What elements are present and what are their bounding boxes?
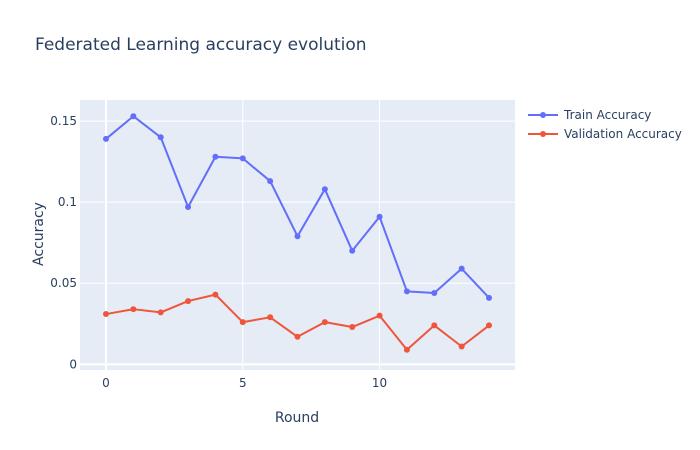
y-tick-label: 0.15 — [50, 114, 77, 128]
data-point[interactable] — [431, 289, 438, 296]
data-point[interactable] — [458, 343, 465, 350]
legend-item-train-accuracy[interactable]: Train Accuracy — [528, 108, 651, 122]
data-point[interactable] — [294, 333, 301, 340]
x-tick-label: 0 — [102, 376, 110, 390]
data-point[interactable] — [403, 288, 410, 295]
x-tick-label: 10 — [372, 376, 387, 390]
legend-swatch-marker — [540, 131, 546, 137]
data-point[interactable] — [321, 319, 328, 326]
legend[interactable]: Train Accuracy Validation Accuracy — [528, 108, 682, 141]
y-tick-label: 0 — [69, 357, 77, 371]
data-point[interactable] — [185, 204, 192, 211]
series-train-accuracy — [102, 113, 493, 301]
data-point[interactable] — [349, 324, 356, 331]
y-tick-label: 0.05 — [50, 276, 77, 290]
data-point[interactable] — [376, 213, 383, 220]
data-point[interactable] — [349, 247, 356, 254]
data-point[interactable] — [157, 134, 164, 141]
data-point[interactable] — [486, 322, 493, 329]
data-point[interactable] — [102, 135, 109, 142]
legend-label: Validation Accuracy — [564, 127, 682, 141]
data-point[interactable] — [130, 306, 137, 313]
chart-title: Federated Learning accuracy evolution — [35, 35, 367, 55]
data-point[interactable] — [431, 322, 438, 329]
data-point[interactable] — [212, 291, 219, 298]
legend-label: Train Accuracy — [563, 108, 651, 122]
data-point[interactable] — [185, 298, 192, 305]
x-axis-title: Round — [275, 410, 319, 426]
data-point[interactable] — [157, 309, 164, 316]
legend-item-validation-accuracy[interactable]: Validation Accuracy — [528, 127, 682, 141]
data-point[interactable] — [212, 153, 219, 160]
data-point[interactable] — [376, 312, 383, 319]
grid-lines — [80, 100, 515, 370]
data-point[interactable] — [458, 265, 465, 272]
tick-labels: 0 5 10 0 0.05 0.1 0.15 — [50, 114, 387, 390]
data-point[interactable] — [486, 294, 493, 301]
data-point[interactable] — [239, 319, 246, 326]
data-point[interactable] — [294, 233, 301, 240]
series-validation-accuracy — [102, 291, 493, 353]
data-point[interactable] — [267, 314, 274, 321]
data-point[interactable] — [267, 178, 274, 185]
data-point[interactable] — [239, 155, 246, 162]
data-point[interactable] — [102, 311, 109, 318]
data-point[interactable] — [403, 346, 410, 353]
y-axis-title: Accuracy — [31, 202, 47, 266]
y-tick-label: 0.1 — [58, 195, 77, 209]
data-point[interactable] — [130, 113, 137, 120]
legend-swatch-marker — [540, 112, 546, 118]
data-point[interactable] — [321, 186, 328, 193]
series-layer — [102, 113, 493, 353]
x-tick-label: 5 — [239, 376, 247, 390]
